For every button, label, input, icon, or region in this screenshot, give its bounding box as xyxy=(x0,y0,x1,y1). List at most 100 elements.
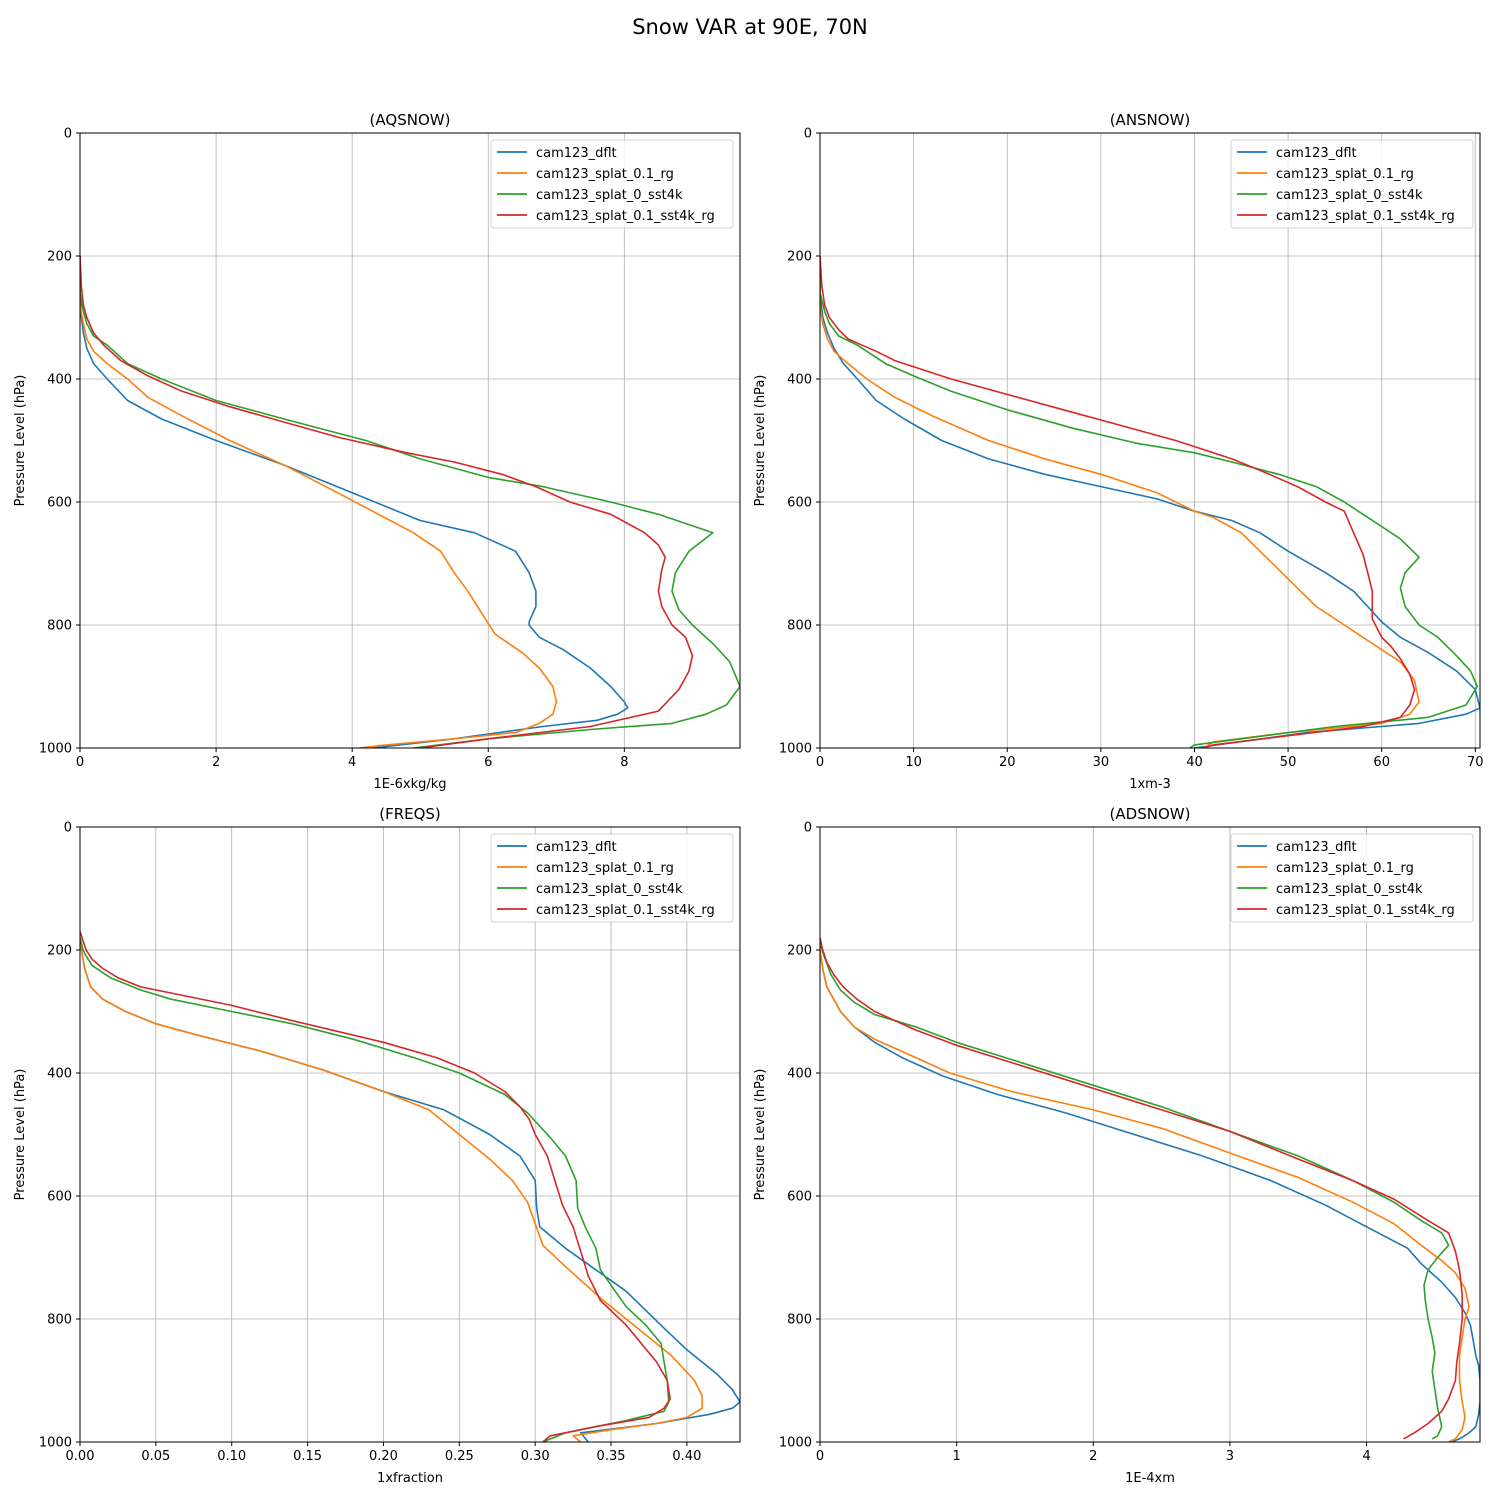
x-tick-label: 8 xyxy=(620,755,628,770)
x-tick-label: 6 xyxy=(484,755,492,770)
x-tick-label: 70 xyxy=(1467,755,1484,770)
x-tick-label: 0.20 xyxy=(369,1449,398,1464)
y-tick-label: 200 xyxy=(787,944,812,959)
legend-label-cam123_splat_0.1_rg: cam123_splat_0.1_rg xyxy=(1276,861,1414,876)
x-tick-label: 0.15 xyxy=(293,1449,322,1464)
chart-panel-3: 0.00 0.05 0.10 0.15 0.20 0.25 0.30 0.35 0.40 0 200… xyxy=(13,805,741,1486)
series-line-cam123_splat_0_sst4k xyxy=(820,256,1478,748)
series-line-cam123_splat_0.1_rg xyxy=(820,949,1470,1442)
panel-title: (AQSNOW) xyxy=(370,111,451,129)
x-tick-label: 0.05 xyxy=(141,1449,170,1464)
y-tick-label: 600 xyxy=(47,496,72,511)
x-tick-label: 30 xyxy=(1093,755,1110,770)
chart-panel-2: 0 10 20 30 40 50 60 70 0 200 400 600 800 1000 (ANSNOW)… xyxy=(753,111,1484,792)
y-tick-label: 800 xyxy=(787,1313,812,1328)
x-tick-label: 40 xyxy=(1186,755,1203,770)
y-tick-label: 400 xyxy=(47,373,72,388)
x-tick-label: 2 xyxy=(1089,1449,1097,1464)
series-line-cam123_splat_0.1_sst4k_rg xyxy=(80,255,694,748)
y-tick-label: 800 xyxy=(787,619,812,634)
x-tick-label: 0 xyxy=(816,1449,824,1464)
chart-panel-1: 0 2 4 6 8 0 200 400 600 800 1000 (AQSNOW) 1E-6xkg/kg… xyxy=(13,111,741,792)
y-tick-label: 1000 xyxy=(39,1436,72,1451)
series-line-cam123_splat_0_sst4k xyxy=(80,937,670,1442)
axes-frame xyxy=(819,826,1481,1443)
legend-label-cam123_dflt: cam123_dflt xyxy=(536,146,617,161)
x-tick-label: 0.25 xyxy=(445,1449,474,1464)
x-tick-label: 4 xyxy=(1362,1449,1370,1464)
series-line-cam123_splat_0_sst4k xyxy=(80,256,740,748)
series-line-cam123_splat_0.1_rg xyxy=(80,937,703,1442)
legend-label-cam123_splat_0.1_sst4k_rg: cam123_splat_0.1_sst4k_rg xyxy=(1276,209,1455,224)
x-tick-label: 0.00 xyxy=(66,1449,95,1464)
x-tick-label: 1 xyxy=(953,1449,961,1464)
y-tick-label: 800 xyxy=(47,1313,72,1328)
figure-title: Snow VAR at 90E, 70N xyxy=(632,15,868,39)
y-tick-label: 0 xyxy=(64,821,72,836)
x-tick-label: 4 xyxy=(348,755,356,770)
panel-title: (FREQS) xyxy=(379,805,441,823)
series-line-cam123_splat_0.1_sst4k_rg xyxy=(820,937,1463,1440)
series-line-cam123_splat_0.1_rg xyxy=(820,256,1420,748)
x-tick-label: 0.40 xyxy=(672,1449,701,1464)
y-tick-label: 0 xyxy=(804,127,812,142)
legend-label-cam123_dflt: cam123_dflt xyxy=(1276,840,1357,855)
x-tick-label: 50 xyxy=(1280,755,1297,770)
axes-frame xyxy=(819,132,1481,749)
series-line-cam123_splat_0_sst4k xyxy=(820,943,1450,1440)
y-tick-label: 600 xyxy=(787,1190,812,1205)
x-axis-label: 1E-6xkg/kg xyxy=(373,777,446,792)
y-tick-label: 1000 xyxy=(39,742,72,757)
x-tick-label: 20 xyxy=(999,755,1016,770)
x-axis-label: 1xm-3 xyxy=(1129,777,1171,792)
y-tick-label: 0 xyxy=(64,127,72,142)
legend-label-cam123_splat_0.1_sst4k_rg: cam123_splat_0.1_sst4k_rg xyxy=(536,903,715,918)
y-tick-label: 600 xyxy=(47,1190,72,1205)
y-tick-label: 1000 xyxy=(779,742,812,757)
x-tick-label: 2 xyxy=(212,755,220,770)
y-tick-label: 400 xyxy=(47,1067,72,1082)
legend: cam123_dflt cam123_splat_0.1_rg cam123_spl… xyxy=(1230,833,1474,923)
legend: cam123_dflt cam123_splat_0.1_rg cam123_spl… xyxy=(1230,139,1474,229)
legend: cam123_dflt cam123_splat_0.1_rg cam123_spl… xyxy=(490,833,734,923)
y-tick-label: 200 xyxy=(787,250,812,265)
legend-label-cam123_splat_0_sst4k: cam123_splat_0_sst4k xyxy=(536,188,683,203)
legend-label-cam123_splat_0_sst4k: cam123_splat_0_sst4k xyxy=(536,882,683,897)
series-line-cam123_dflt xyxy=(80,256,629,748)
legend: cam123_dflt cam123_splat_0.1_rg cam123_spl… xyxy=(490,139,734,229)
x-tick-label: 0 xyxy=(816,755,824,770)
legend-label-cam123_splat_0.1_sst4k_rg: cam123_splat_0.1_sst4k_rg xyxy=(536,209,715,224)
y-axis-label: Pressure Level (hPa) xyxy=(13,375,28,507)
x-axis-label: 1E-4xm xyxy=(1125,1471,1175,1486)
y-tick-label: 200 xyxy=(47,944,72,959)
x-tick-label: 0.35 xyxy=(597,1449,626,1464)
x-tick-label: 10 xyxy=(905,755,922,770)
legend-label-cam123_dflt: cam123_dflt xyxy=(536,840,617,855)
x-tick-label: 0 xyxy=(76,755,84,770)
legend-label-cam123_splat_0.1_rg: cam123_splat_0.1_rg xyxy=(536,861,674,876)
legend-box xyxy=(1230,833,1474,923)
x-tick-label: 60 xyxy=(1373,755,1390,770)
series-line-cam123_splat_0.1_sst4k_rg xyxy=(820,255,1416,748)
legend-label-cam123_splat_0_sst4k: cam123_splat_0_sst4k xyxy=(1276,882,1423,897)
legend-label-cam123_splat_0_sst4k: cam123_splat_0_sst4k xyxy=(1276,188,1423,203)
legend-label-cam123_splat_0.1_sst4k_rg: cam123_splat_0.1_sst4k_rg xyxy=(1276,903,1455,918)
y-axis-label: Pressure Level (hPa) xyxy=(753,1069,768,1201)
legend-label-cam123_dflt: cam123_dflt xyxy=(1276,146,1357,161)
axes-frame xyxy=(79,132,741,749)
y-tick-label: 0 xyxy=(804,821,812,836)
legend-box xyxy=(490,833,734,923)
x-tick-label: 0.30 xyxy=(521,1449,550,1464)
y-tick-label: 400 xyxy=(787,373,812,388)
y-tick-label: 600 xyxy=(787,496,812,511)
x-tick-label: 3 xyxy=(1226,1449,1234,1464)
x-axis-label: 1xfraction xyxy=(377,1471,443,1486)
panel-title: (ANSNOW) xyxy=(1110,111,1191,129)
series-line-cam123_dflt xyxy=(80,937,740,1442)
axes-frame xyxy=(79,826,741,1443)
series-line-cam123_splat_0.1_rg xyxy=(80,256,558,748)
legend-box xyxy=(1230,139,1474,229)
y-tick-label: 800 xyxy=(47,619,72,634)
y-tick-label: 1000 xyxy=(779,1436,812,1451)
